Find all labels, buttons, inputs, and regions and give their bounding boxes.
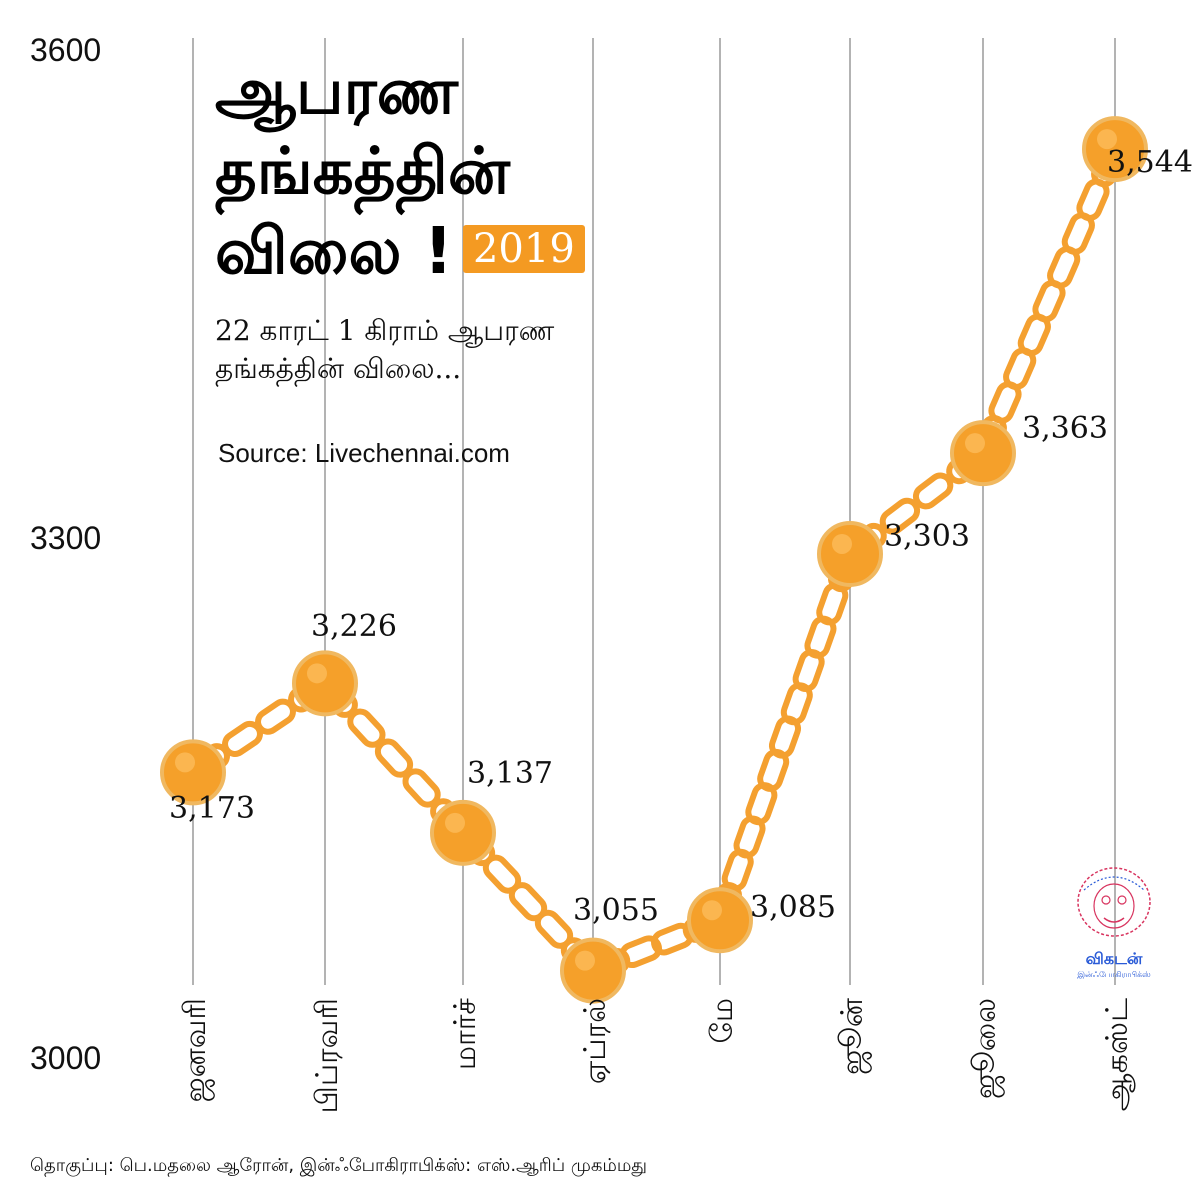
data-label-7: 3,363 <box>1022 411 1108 446</box>
chart-subtitle: 22 காரட் 1 கிராம் ஆபரண தங்கத்தின் விலை..… <box>215 312 554 388</box>
x-tick-label-4: ஏப்ரல் <box>578 998 613 1084</box>
vikatan-logo: விகடன் இன்ஃபோகிராபிக்ஸ் <box>1064 860 1164 980</box>
data-point-மார்ச் <box>430 799 496 866</box>
chain-link <box>912 472 954 510</box>
logo-name: விகடன் <box>1085 949 1143 968</box>
chart-title: ஆபரண தங்கத்தின் விலை ! 2019 <box>215 52 585 292</box>
data-point-highlight <box>702 900 722 921</box>
subtitle-line-2: தங்கத்தின் விலை... <box>215 352 462 385</box>
data-point-highlight <box>175 752 195 773</box>
data-point-highlight <box>1097 129 1117 150</box>
x-tick-label-1: ஜனவரி <box>178 998 215 1102</box>
title-line-2: தங்கத்தின் <box>215 135 510 209</box>
x-tick-label-5: மே <box>705 998 740 1043</box>
y-tick-3600: 3600 <box>30 32 102 68</box>
data-point-ஜூன் <box>817 520 883 587</box>
data-point-highlight <box>445 812 465 833</box>
data-point-ஏப்ரல் <box>560 937 626 1004</box>
data-point-மே <box>687 887 753 954</box>
data-label-5: 3,085 <box>750 890 836 925</box>
data-label-2: 3,226 <box>311 609 397 644</box>
x-tick-label-3: மார்ச் <box>448 998 483 1070</box>
data-point-highlight <box>575 950 595 971</box>
y-tick-3000: 3000 <box>30 1040 102 1076</box>
data-label-6: 3,303 <box>884 519 970 554</box>
x-tick-label-6: ஜூன் <box>835 998 872 1075</box>
data-point-ஜூலை <box>950 420 1016 487</box>
x-tick-label-7: ஜூலை <box>968 998 1005 1099</box>
title-line-3-wrap: விலை ! 2019 <box>215 212 585 292</box>
data-label-1: 3,173 <box>169 791 255 826</box>
source-note: Source: Livechennai.com <box>218 438 510 468</box>
data-label-4: 3,055 <box>573 893 659 928</box>
title-line-1: ஆபரண <box>215 55 459 129</box>
x-tick-label-2: பிப்ரவரி <box>310 998 345 1114</box>
data-point-highlight <box>832 533 852 554</box>
data-label-8: 3,544 <box>1107 145 1193 180</box>
year-badge: 2019 <box>462 225 585 274</box>
y-tick-3300: 3300 <box>30 520 102 556</box>
subtitle-line-1: 22 காரட் 1 கிராம் ஆபரண <box>215 314 555 347</box>
data-point-highlight <box>307 663 327 684</box>
chain-link <box>879 497 921 535</box>
x-tick-label-8: ஆகஸ்ட் <box>1100 998 1135 1111</box>
data-point-highlight <box>965 433 985 454</box>
title-line-3: விலை ! <box>215 215 453 289</box>
mascot-icon <box>1077 867 1151 937</box>
data-point-பிப்ரவரி <box>292 650 358 717</box>
credit-line: தொகுப்பு: பெ.மதலை ஆரோன், இன்ஃபோகிராபிக்ஸ… <box>30 1155 647 1176</box>
data-label-3: 3,137 <box>467 756 553 791</box>
logo-sub: இன்ஃபோகிராபிக்ஸ் <box>1077 970 1151 979</box>
